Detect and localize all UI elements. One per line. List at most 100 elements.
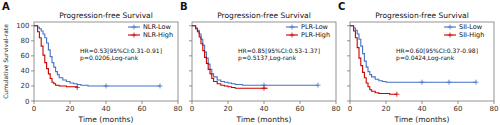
x-tick bbox=[458, 101, 459, 104]
x-tick-label: 40 bbox=[260, 105, 269, 113]
y-tick bbox=[347, 101, 350, 102]
legend-marker bbox=[132, 25, 137, 30]
x-tick-label: 60 bbox=[296, 105, 305, 113]
x-tick bbox=[300, 101, 301, 104]
annotation-line: p=0.0206,Log-rank bbox=[80, 54, 139, 62]
title: Progression-free Survival bbox=[217, 11, 311, 20]
y-tick-label: 100 bbox=[16, 22, 29, 30]
x-tick-label: 80 bbox=[332, 105, 341, 113]
y-tick-label: 60 bbox=[21, 52, 30, 60]
y-tick-label: 80 bbox=[21, 37, 30, 45]
y-tick bbox=[31, 40, 34, 41]
legend-marker bbox=[448, 25, 453, 30]
censor-mark bbox=[420, 80, 425, 85]
survival-curve bbox=[34, 26, 160, 86]
x-tick-label: 60 bbox=[454, 105, 463, 113]
censor-mark bbox=[394, 92, 399, 97]
x-tick bbox=[422, 101, 423, 104]
annotation: HR=0.60[95%CI:0.37-0.98]p=0.0424,Log-ran… bbox=[396, 47, 478, 63]
censor-mark bbox=[262, 86, 267, 91]
y-tick-label: 0 bbox=[25, 98, 29, 106]
y-tick bbox=[31, 70, 34, 71]
y-tick bbox=[189, 101, 192, 102]
x-tick bbox=[178, 101, 179, 104]
y-tick bbox=[347, 40, 350, 41]
panel: 0 20 40 60 80 Time (months) Progression-free S… bbox=[338, 1, 498, 124]
annotation-line: HR=0.53[95%CI:0.31-0.91] bbox=[80, 47, 162, 54]
panel: 020406080020406080100Time (months)Cumula… bbox=[2, 1, 182, 124]
survival-curve bbox=[192, 26, 318, 85]
x-tick-label: 60 bbox=[138, 105, 147, 113]
censor-mark bbox=[104, 83, 109, 88]
censor-mark bbox=[75, 85, 80, 90]
plot-frame bbox=[192, 22, 336, 101]
y-tick bbox=[189, 85, 192, 86]
x-tick bbox=[192, 101, 193, 104]
title: Progression-free Survival bbox=[59, 11, 153, 20]
annotation-line: HR=0.85[95%CI:0.53-1.37] bbox=[238, 47, 320, 54]
censor-mark bbox=[474, 80, 479, 85]
x-axis-label: Time (months) bbox=[394, 115, 450, 124]
x-tick bbox=[494, 101, 495, 104]
x-tick bbox=[34, 101, 35, 104]
annotation-line: p=0.5137,Log-rank bbox=[238, 54, 297, 62]
survival-curve bbox=[350, 26, 397, 94]
x-tick-label: 40 bbox=[102, 105, 111, 113]
x-tick-label: 80 bbox=[490, 105, 499, 113]
figure: 020406080020406080100Time (months)Cumula… bbox=[0, 0, 500, 125]
x-tick-label: 20 bbox=[382, 105, 391, 113]
x-tick bbox=[264, 101, 265, 104]
plot-frame bbox=[350, 22, 494, 101]
annotation: HR=0.85[95%CI:0.53-1.37]p=0.5137,Log-ran… bbox=[238, 47, 320, 63]
x-tick bbox=[142, 101, 143, 104]
x-tick bbox=[336, 101, 337, 104]
y-tick bbox=[189, 55, 192, 56]
y-tick bbox=[189, 70, 192, 71]
legend-marker bbox=[448, 33, 453, 38]
survival-curve bbox=[34, 26, 77, 88]
x-tick-label: 40 bbox=[418, 105, 427, 113]
panel-label: B bbox=[180, 1, 188, 12]
x-axis-label: Time (months) bbox=[236, 115, 292, 124]
panel: 0 20 40 60 80 Time (months) Progression-free S… bbox=[180, 1, 340, 124]
x-tick-label: 0 bbox=[190, 105, 194, 113]
legend: PLR-LowPLR-High bbox=[286, 23, 330, 39]
legend-label: PLR-Low bbox=[301, 23, 329, 31]
annotation: HR=0.53[95%CI:0.31-0.91]p=0.0206,Log-ran… bbox=[80, 47, 162, 63]
annotation-line: HR=0.60[95%CI:0.37-0.98] bbox=[396, 47, 478, 54]
legend: SII-LowSII-High bbox=[444, 23, 484, 39]
y-tick bbox=[31, 55, 34, 56]
legend-marker bbox=[290, 25, 295, 30]
legend-marker bbox=[132, 33, 137, 38]
y-tick bbox=[347, 85, 350, 86]
x-tick-label: 80 bbox=[174, 105, 183, 113]
x-tick-label: 20 bbox=[66, 105, 75, 113]
annotation-line: p=0.0424,Log-rank bbox=[396, 54, 455, 62]
legend-label: SII-Low bbox=[459, 23, 483, 31]
x-tick-label: 20 bbox=[224, 105, 233, 113]
censor-mark bbox=[316, 83, 321, 88]
x-tick bbox=[70, 101, 71, 104]
x-tick bbox=[106, 101, 107, 104]
y-tick-label: 40 bbox=[21, 67, 30, 75]
x-axis-label: Time (months) bbox=[78, 115, 134, 124]
censor-mark bbox=[158, 83, 163, 88]
x-tick bbox=[386, 101, 387, 104]
y-tick bbox=[347, 55, 350, 56]
x-tick-label: 0 bbox=[348, 105, 352, 113]
legend: NLR-LowNLR-High bbox=[128, 23, 173, 39]
title: Progression-free Survival bbox=[375, 11, 469, 20]
y-tick bbox=[31, 25, 34, 26]
legend-label: SII-High bbox=[459, 31, 484, 39]
y-tick bbox=[189, 25, 192, 26]
plot-frame bbox=[34, 22, 178, 101]
y-tick bbox=[31, 85, 34, 86]
x-tick bbox=[350, 101, 351, 104]
x-tick-label: 0 bbox=[32, 105, 36, 113]
legend-label: NLR-Low bbox=[143, 23, 172, 31]
panel-label: C bbox=[338, 1, 345, 12]
x-tick bbox=[228, 101, 229, 104]
y-tick bbox=[347, 70, 350, 71]
y-tick bbox=[347, 25, 350, 26]
legend-label: PLR-High bbox=[301, 31, 330, 39]
